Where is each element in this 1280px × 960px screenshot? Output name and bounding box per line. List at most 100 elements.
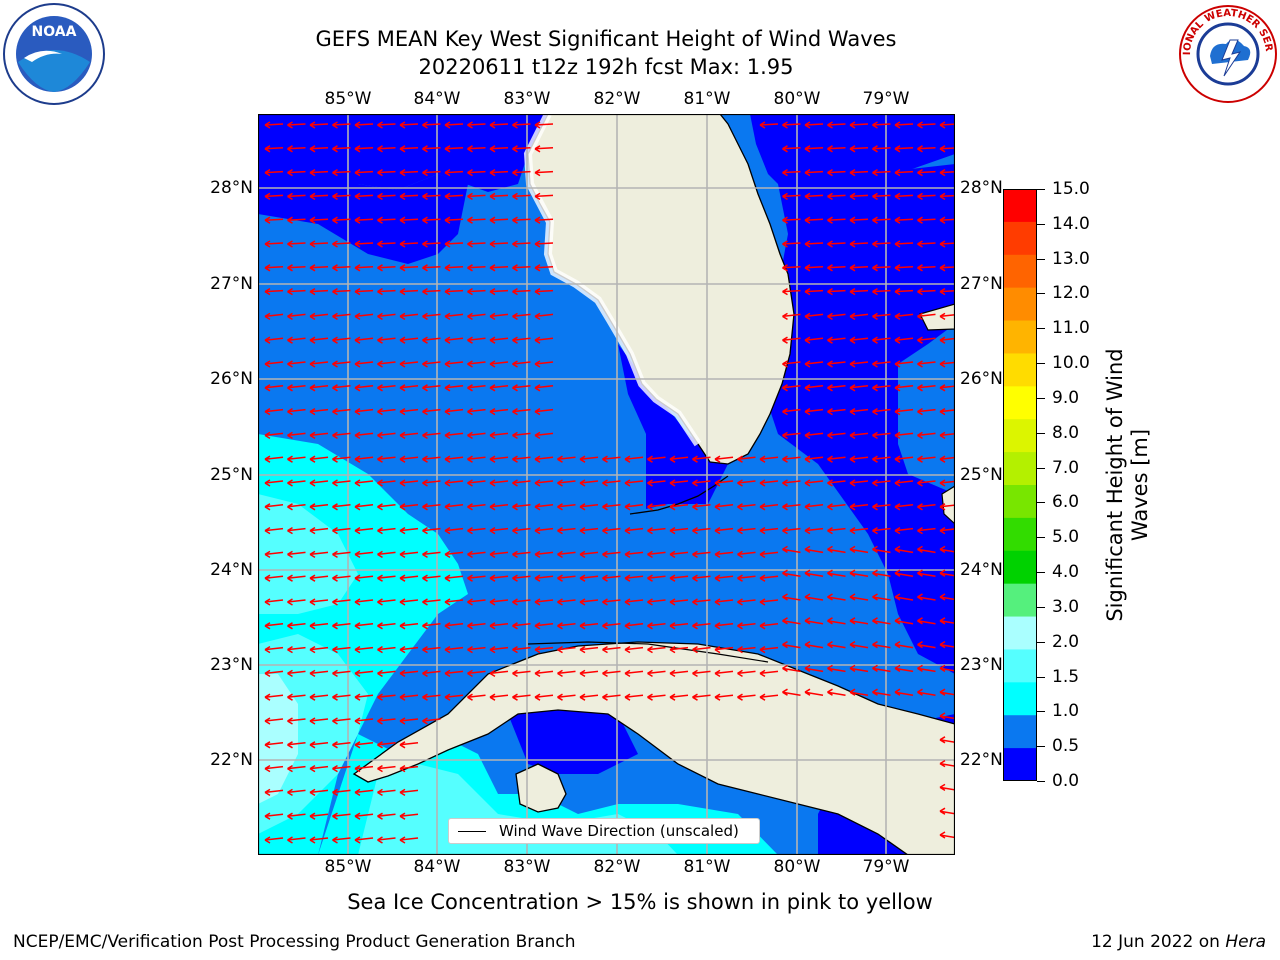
wind-wave-arrow	[332, 764, 351, 773]
colorbar-swatch	[1003, 550, 1037, 585]
wind-wave-arrow	[467, 669, 486, 678]
wind-wave-arrow	[917, 121, 936, 129]
colorbar-tick-label: 4.0	[1052, 562, 1080, 583]
wind-wave-arrow	[512, 550, 531, 559]
wind-wave-arrow	[647, 669, 666, 678]
wind-wave-arrow	[939, 312, 955, 321]
lat-label: 25°N	[960, 465, 1003, 485]
wind-wave-arrow	[309, 264, 329, 272]
wind-wave-arrow	[264, 336, 284, 344]
wind-wave-arrow	[332, 431, 351, 440]
wind-wave-arrow	[489, 479, 509, 487]
wind-wave-arrow	[332, 788, 351, 797]
colorbar-tick-mark	[1037, 397, 1045, 399]
wind-wave-arrow	[804, 593, 824, 601]
wind-wave-arrow	[804, 640, 824, 649]
wind-wave-arrow	[399, 145, 419, 153]
wind-wave-arrow	[287, 622, 306, 630]
wind-wave-arrow	[557, 526, 576, 535]
wind-wave-arrow	[647, 645, 666, 654]
wind-wave-arrow	[759, 669, 779, 678]
wind-wave-arrow	[264, 503, 284, 511]
wind-wave-arrow	[602, 479, 621, 487]
wind-wave-arrow	[827, 569, 846, 577]
wind-wave-arrow	[939, 287, 955, 296]
wind-wave-arrow	[917, 617, 936, 625]
wind-wave-arrow	[467, 622, 486, 630]
wind-wave-arrow	[309, 240, 329, 248]
colorbar-tick-mark	[1037, 189, 1045, 190]
lat-label: 24°N	[960, 560, 1003, 580]
wind-wave-arrow	[309, 431, 329, 440]
wind-wave-arrow	[287, 240, 306, 248]
wind-wave-arrow	[309, 192, 329, 201]
isla-juventud-land	[515, 763, 567, 813]
wind-wave-arrow	[467, 431, 486, 440]
colorbar-tick-label: 3.0	[1052, 596, 1080, 617]
wind-wave-arrow	[939, 503, 955, 511]
wind-wave-arrow	[557, 598, 576, 606]
colorbar-tick-mark	[1037, 711, 1045, 713]
wind-wave-arrow	[399, 669, 419, 678]
wind-wave-arrow	[332, 336, 351, 344]
wind-wave-arrow	[917, 569, 936, 577]
wind-wave-arrow	[804, 569, 824, 577]
wind-wave-arrow	[332, 645, 351, 654]
wind-wave-arrow	[467, 336, 486, 344]
wind-wave-arrow	[354, 216, 374, 224]
wind-wave-arrow	[939, 479, 955, 487]
wind-wave-arrow	[827, 617, 846, 625]
wind-wave-arrow	[264, 312, 284, 321]
wind-wave-arrow	[377, 312, 396, 321]
wind-wave-arrow	[377, 764, 396, 773]
wind-wave-arrow	[804, 617, 824, 625]
wind-wave-arrow	[624, 598, 644, 606]
wind-wave-arrow	[782, 312, 801, 321]
wind-wave-arrow	[399, 598, 419, 606]
wind-wave-arrow	[489, 693, 509, 701]
wind-wave-arrow	[354, 479, 374, 487]
wind-wave-arrow	[512, 526, 531, 535]
wind-wave-arrow	[444, 479, 464, 487]
wind-wave-arrow	[804, 336, 824, 344]
wind-wave-arrow	[737, 693, 756, 701]
wind-wave-arrow	[422, 550, 441, 559]
wind-wave-arrow	[467, 312, 486, 321]
colorbar-swatch	[1003, 189, 1037, 223]
wind-wave-arrow	[849, 360, 869, 368]
wind-wave-arrow	[692, 479, 711, 487]
wind-wave-arrow	[354, 550, 374, 559]
wind-wave-arrow	[737, 622, 756, 630]
wind-wave-arrow	[354, 121, 374, 129]
lon-label: 80°W	[773, 857, 821, 877]
wind-wave-arrow	[377, 598, 396, 606]
wind-wave-arrow	[849, 640, 869, 649]
wind-wave-arrow	[602, 598, 621, 606]
wind-wave-arrow	[332, 145, 351, 153]
wind-wave-arrow	[714, 574, 734, 582]
wind-wave-arrow	[444, 550, 464, 559]
colorbar-tick-label: 0.5	[1052, 736, 1080, 757]
wind-wave-arrow	[827, 240, 846, 248]
wind-wave-arrow	[534, 455, 554, 463]
wind-wave-arrow	[444, 503, 464, 511]
wind-wave-arrow	[354, 717, 374, 725]
wind-wave-arrow	[579, 574, 599, 582]
wind-wave-arrow	[489, 145, 509, 153]
wind-wave-arrow	[377, 622, 396, 630]
wind-wave-arrow	[332, 407, 351, 416]
wind-wave-arrow	[309, 574, 329, 582]
wind-wave-arrow	[512, 455, 531, 463]
wind-wave-arrow	[804, 455, 824, 463]
wind-wave-arrow	[287, 717, 306, 725]
wind-wave-arrow	[422, 455, 441, 463]
wind-wave-arrow	[287, 431, 306, 440]
wind-wave-arrow	[849, 312, 869, 321]
wind-wave-arrow	[467, 384, 486, 392]
colorbar-tick-label: 14.0	[1052, 213, 1090, 234]
wind-wave-arrow	[264, 717, 284, 725]
wind-wave-arrow	[669, 669, 689, 678]
wind-wave-arrow	[264, 550, 284, 559]
wind-wave-arrow	[804, 479, 824, 487]
wind-wave-arrow	[939, 121, 955, 129]
